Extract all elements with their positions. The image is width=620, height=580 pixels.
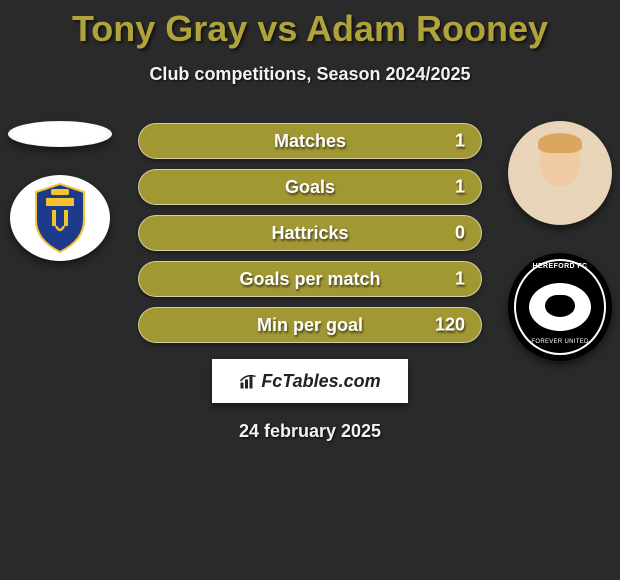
watermark-text: FcTables.com [261, 371, 380, 392]
watermark: FcTables.com [212, 359, 408, 403]
stat-bars: Matches 1 Goals 1 Hattricks 0 Goals per … [138, 121, 482, 343]
stat-label: Goals per match [239, 269, 380, 290]
stat-bar-hattricks: Hattricks 0 [138, 215, 482, 251]
player-left-avatar [8, 121, 112, 147]
subtitle: Club competitions, Season 2024/2025 [0, 64, 620, 85]
stat-bar-goals-per-match: Goals per match 1 [138, 261, 482, 297]
player-right-avatar [508, 121, 612, 225]
club-right-name: HEREFORD FC [508, 263, 612, 270]
stat-value-right: 1 [455, 177, 465, 198]
club-left-badge [10, 175, 110, 261]
stat-bar-matches: Matches 1 [138, 123, 482, 159]
stat-bar-min-per-goal: Min per goal 120 [138, 307, 482, 343]
stat-value-right: 0 [455, 223, 465, 244]
signal-icon [239, 372, 257, 390]
stat-value-right: 1 [455, 131, 465, 152]
player-left-column [8, 121, 112, 261]
club-right-badge: HEREFORD FC FOREVER UNITED [508, 253, 612, 361]
stat-label: Min per goal [257, 315, 363, 336]
stat-bar-goals: Goals 1 [138, 169, 482, 205]
stat-value-right: 120 [435, 315, 465, 336]
stat-label: Hattricks [271, 223, 348, 244]
watermark-label: FcTables.com [239, 371, 380, 392]
club-right-motto: FOREVER UNITED [508, 339, 612, 345]
stat-label: Goals [285, 177, 335, 198]
comparison-panel: HEREFORD FC FOREVER UNITED Matches 1 Goa… [0, 121, 620, 442]
stat-label: Matches [274, 131, 346, 152]
player-right-column: HEREFORD FC FOREVER UNITED [508, 121, 612, 361]
shield-icon [32, 182, 88, 254]
page-title: Tony Gray vs Adam Rooney [0, 8, 620, 50]
date-label: 24 february 2025 [0, 421, 620, 442]
stat-value-right: 1 [455, 269, 465, 290]
bull-icon [529, 283, 591, 331]
